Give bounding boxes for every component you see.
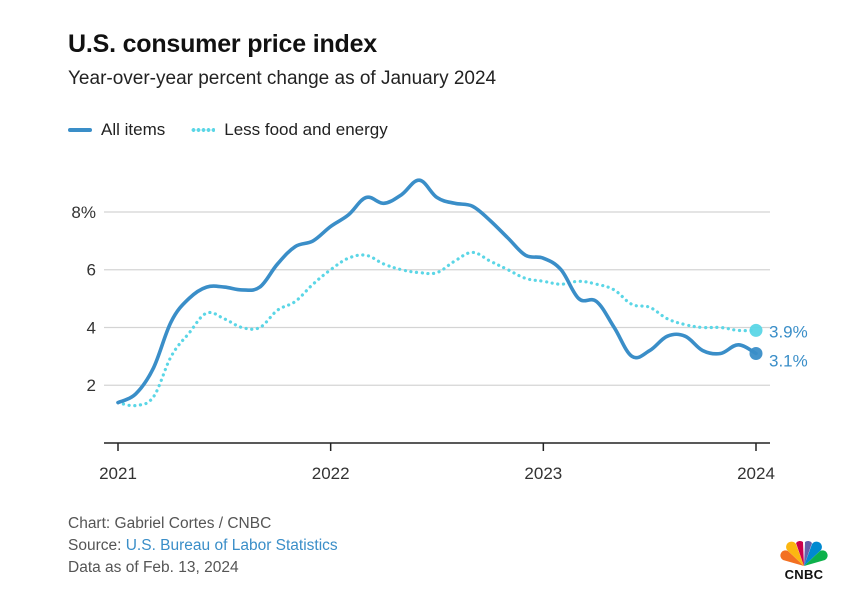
end-marker-all-items (749, 346, 763, 360)
logo-text: CNBC (784, 567, 824, 582)
series-layer (116, 178, 763, 408)
axis-layer: 2 4 6 8% 2021 2022 2023 2024 (71, 203, 774, 483)
source-link[interactable]: U.S. Bureau of Labor Statistics (125, 537, 338, 554)
label-layer: 3.1% 3.9% (769, 322, 808, 370)
x-tick-label: 2024 (737, 464, 775, 483)
source-line: Source: U.S. Bureau of Labor Statistics (68, 535, 338, 557)
legend: All items Less food and energy (68, 120, 414, 140)
legend-item-core: Less food and energy (191, 120, 388, 140)
end-label-all-items: 3.1% (769, 351, 808, 370)
series-line-all-items (116, 178, 758, 405)
y-tick-label: 4 (87, 318, 96, 337)
cnbc-logo: CNBC (776, 540, 832, 584)
end-marker-core (749, 323, 763, 337)
legend-swatch-core (191, 128, 216, 132)
peacock-icon (780, 541, 828, 566)
legend-label-core: Less food and energy (224, 120, 388, 139)
x-tick-label: 2023 (524, 464, 562, 483)
legend-item-all-items: All items (68, 120, 165, 140)
grid-layer (104, 211, 770, 386)
source-label: Source: (68, 537, 122, 554)
x-tick-label: 2021 (99, 464, 137, 483)
chart-subtitle: Year-over-year percent change as of Janu… (68, 68, 497, 89)
data-date-note: Data as of Feb. 13, 2024 (68, 559, 239, 576)
chart-title: U.S. consumer price index (68, 30, 377, 58)
end-label-core: 3.9% (769, 322, 808, 341)
y-tick-label: 2 (87, 376, 96, 395)
series-line-core (116, 250, 758, 408)
y-tick-label: 8% (71, 203, 96, 222)
chart-credit: Chart: Gabriel Cortes / CNBC (68, 515, 272, 532)
legend-swatch-all-items (68, 128, 92, 132)
y-tick-label: 6 (87, 261, 96, 280)
footer: Chart: Gabriel Cortes / CNBC Source: U.S… (68, 513, 338, 579)
x-tick-label: 2022 (312, 464, 350, 483)
legend-label-all-items: All items (101, 120, 166, 139)
